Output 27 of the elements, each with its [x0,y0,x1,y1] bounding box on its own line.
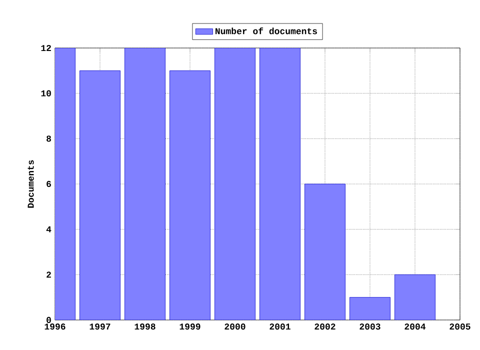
y-tick-label: 6 [46,180,51,188]
x-tick-label: 2000 [224,324,246,330]
x-tick-label: 2001 [270,324,290,330]
y-tick-label: 10 [41,90,51,96]
bar [394,274,436,320]
x-tick-label: 1996 [44,324,66,330]
x-tick-label: 1998 [134,324,156,330]
x-tick-label: 2004 [404,324,426,330]
x-tick-label: 2005 [450,324,470,330]
x-tick-label: 1999 [180,324,200,330]
y-tick-label: 12 [41,44,51,52]
x-tick-label: 1997 [90,324,110,330]
x-tick-label: 2003 [360,324,380,330]
y-axis-title: Documents [28,160,34,208]
bar [124,48,166,320]
y-tick-label: 4 [46,226,52,232]
legend-label: Number of documents [216,27,317,34]
x-tick-label: 2002 [314,324,336,330]
y-tick-label: 8 [46,136,51,142]
bar [304,184,346,320]
bar [170,70,210,320]
y-tick-label: 0 [46,316,51,324]
bar [214,48,256,320]
bar [80,70,120,320]
y-tick-label: 2 [46,272,51,278]
bar [350,297,390,320]
bar [260,48,300,320]
